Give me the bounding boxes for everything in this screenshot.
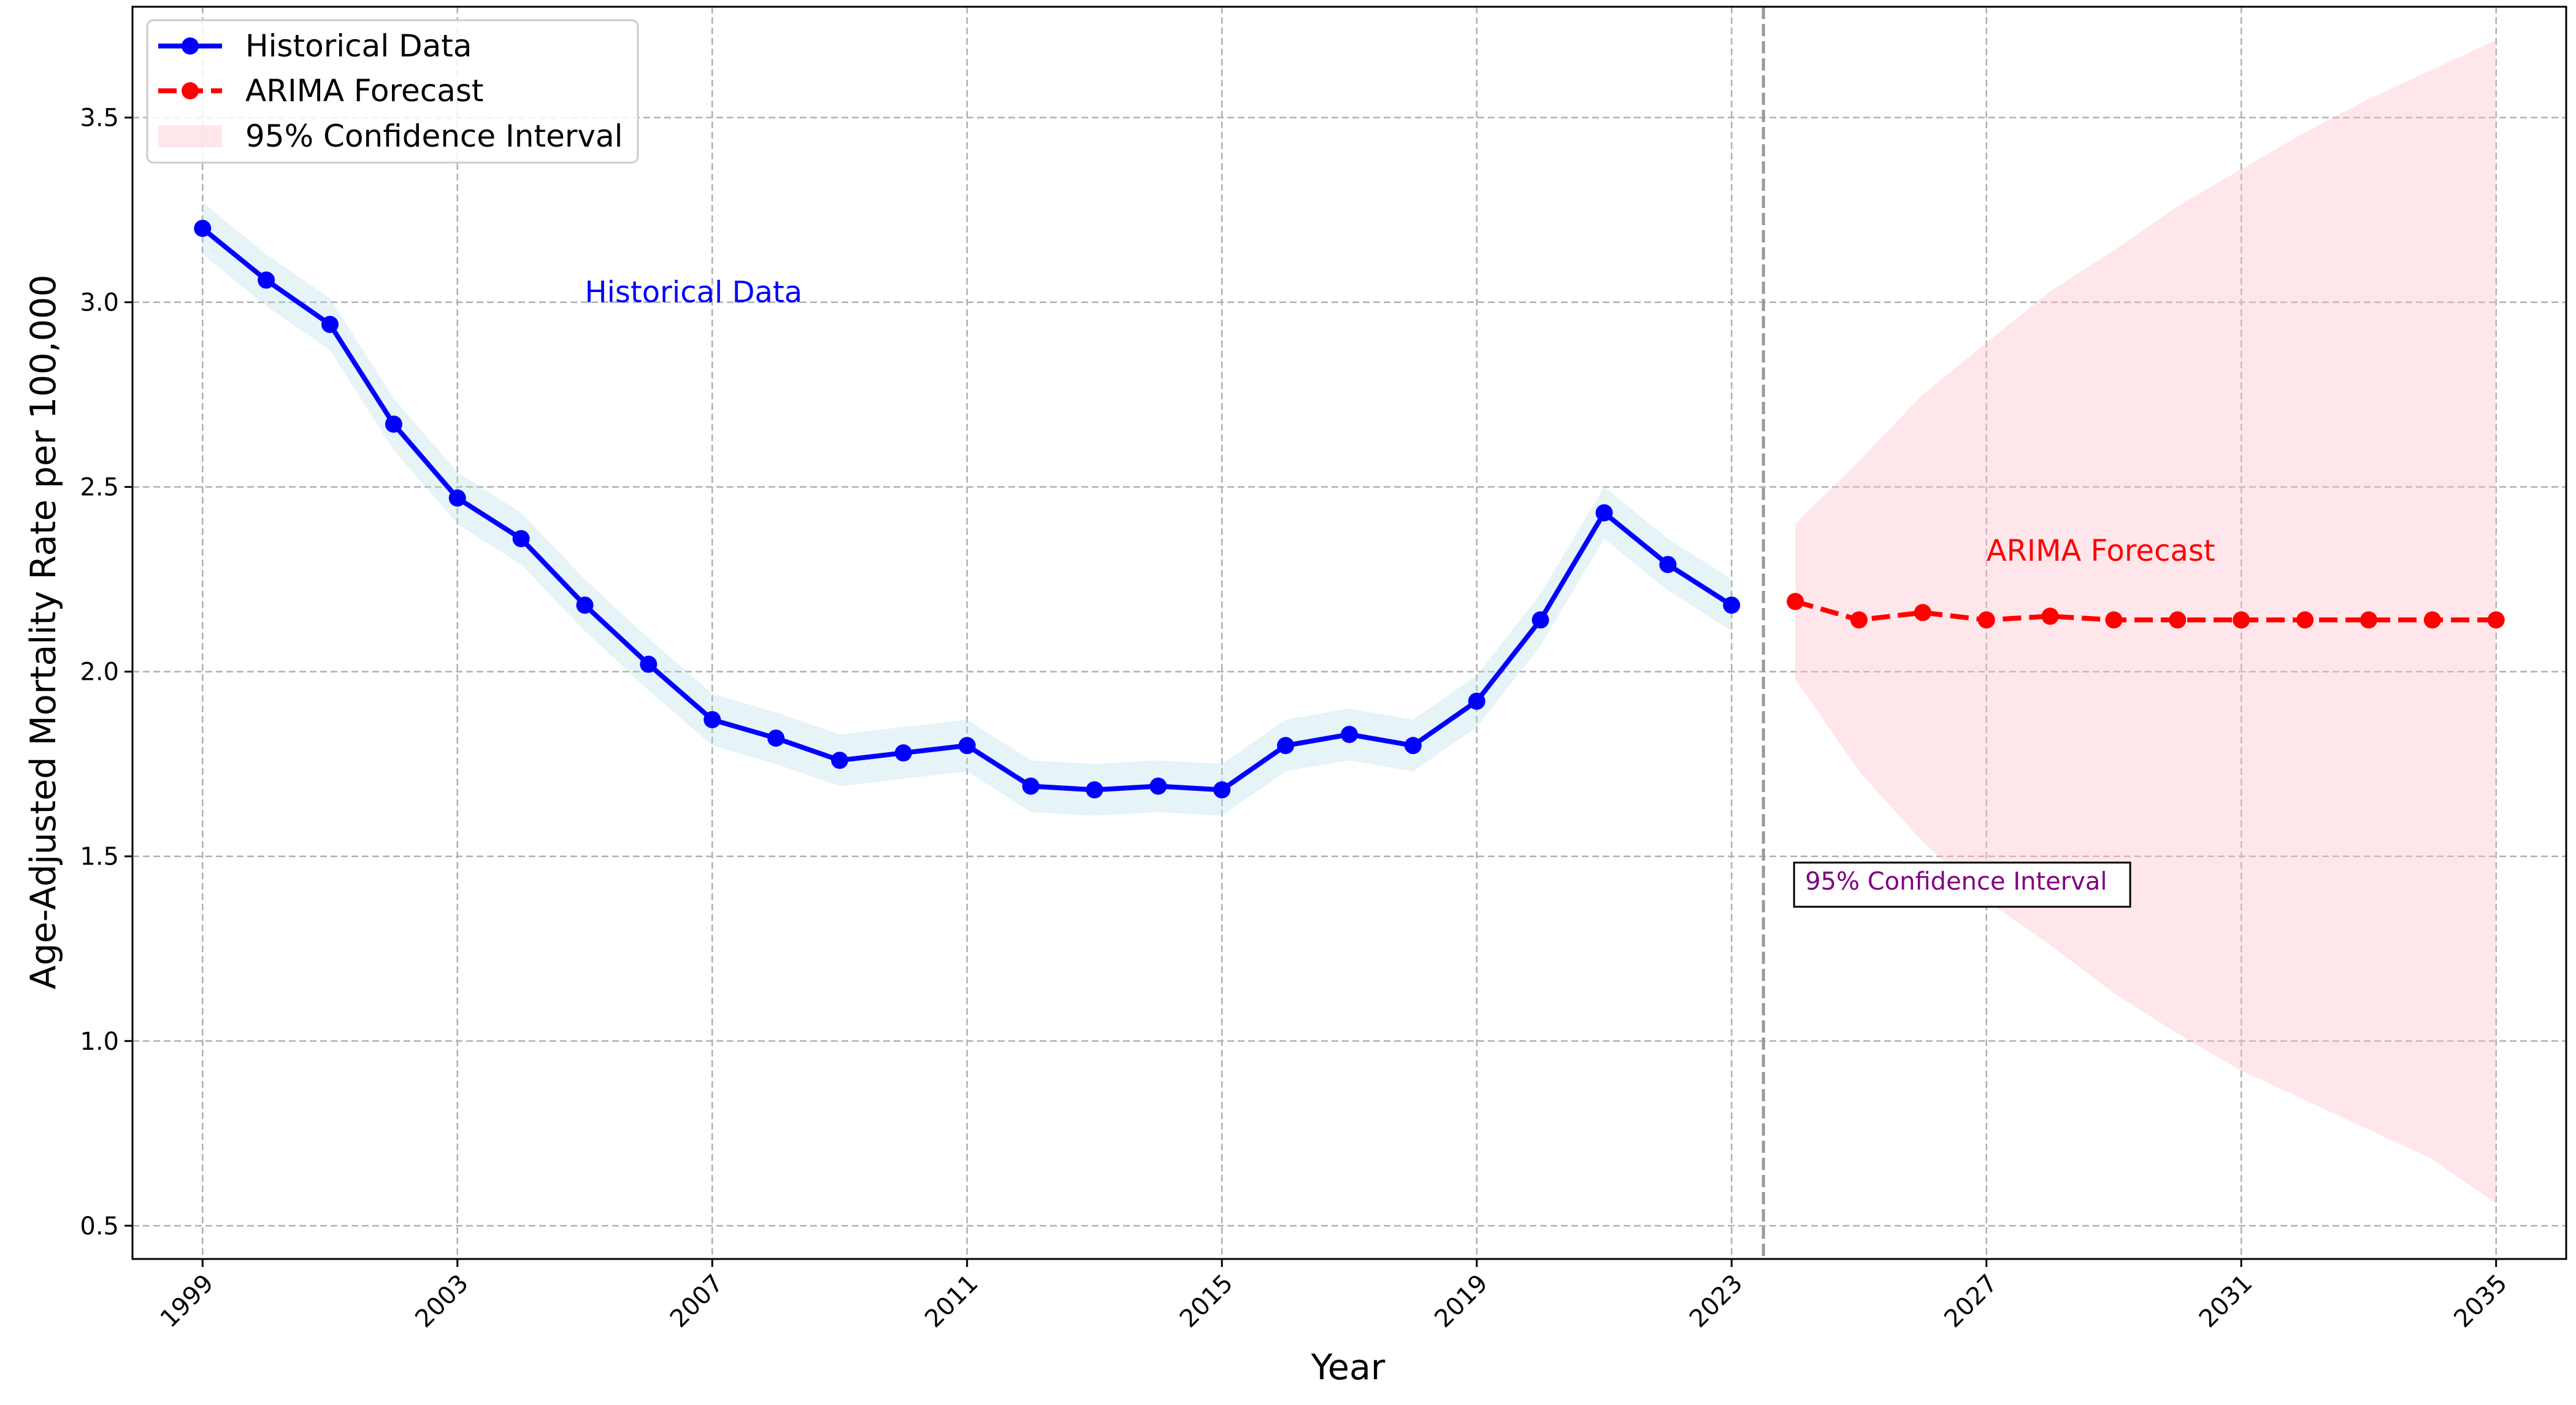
annotations: Historical Data ARIMA Forecast 95% Confide… — [585, 275, 2215, 908]
historical-point — [194, 220, 212, 237]
grid — [132, 7, 2566, 1259]
historical-point — [1595, 504, 1613, 522]
legend-label: ARIMA Forecast — [245, 73, 484, 109]
historical-point — [894, 744, 912, 762]
historical-point — [1531, 611, 1549, 629]
forecast-point — [1914, 604, 1931, 622]
forecast-point — [1787, 593, 1804, 610]
historical-point — [1659, 556, 1677, 574]
historical-point — [767, 729, 785, 747]
forecast-point — [1850, 611, 1868, 629]
forecast-point — [2359, 611, 2377, 629]
legend-forecast-marker — [182, 82, 199, 99]
forecast-point — [2105, 611, 2123, 629]
annotation-text: ARIMA Forecast — [1987, 534, 2215, 568]
y-tick-label: 2.0 — [80, 658, 119, 687]
y-tick-label: 3.5 — [80, 104, 119, 133]
legend-ci-swatch — [158, 125, 222, 147]
historical-point — [1277, 737, 1295, 755]
annotation-box — [1793, 861, 2131, 908]
forecast-point — [2041, 607, 2059, 625]
y-tick-label: 1.5 — [80, 843, 119, 871]
historical-point — [1468, 692, 1485, 710]
historical-point — [1341, 726, 1358, 744]
historical-point — [321, 315, 339, 333]
forecast-point — [2296, 611, 2314, 629]
historical-point — [1213, 781, 1231, 799]
historical-point — [512, 529, 530, 547]
historical-band — [202, 202, 1732, 816]
annotation-text: Historical Data — [585, 275, 803, 310]
series-points — [194, 220, 2505, 799]
forecast-point — [2487, 611, 2505, 629]
forecast-point — [2169, 611, 2187, 629]
legend-box — [146, 19, 639, 164]
legend-historical-marker — [182, 37, 199, 55]
historical-point — [385, 415, 402, 433]
legend: Historical Data ARIMA Forecast 95% Confide… — [146, 19, 639, 164]
forecast-line — [1795, 599, 2496, 623]
historical-point — [958, 737, 976, 755]
historical-point — [703, 710, 721, 728]
forecast-point — [2423, 611, 2441, 629]
historical-point — [1404, 737, 1422, 755]
historical-point — [831, 752, 849, 769]
y-tick-label: 3.0 — [80, 289, 119, 317]
historical-point — [1149, 777, 1167, 795]
historical-point — [576, 596, 594, 614]
y-tick-label: 2.5 — [80, 474, 119, 502]
legend-label: 95% Confidence Interval — [245, 118, 623, 154]
plot-frame — [131, 6, 2567, 1260]
historical-point — [1022, 777, 1040, 795]
forecast-point — [2233, 611, 2250, 629]
historical-point — [258, 271, 275, 289]
y-tick-label: 0.5 — [80, 1212, 119, 1241]
x-axis-label: Year — [1311, 1347, 1386, 1388]
historical-point — [1723, 596, 1741, 614]
historical-point — [448, 489, 466, 507]
historical-point — [1086, 781, 1103, 799]
y-tick-label: 1.0 — [80, 1028, 119, 1056]
forecast-point — [1977, 611, 1995, 629]
annotation-text: 95% Confidence Interval — [1805, 868, 2107, 896]
y-axis-label: Age-Adjusted Mortality Rate per 100,000 — [23, 274, 64, 989]
historical-point — [640, 655, 657, 673]
legend-label: Historical Data — [245, 28, 472, 64]
